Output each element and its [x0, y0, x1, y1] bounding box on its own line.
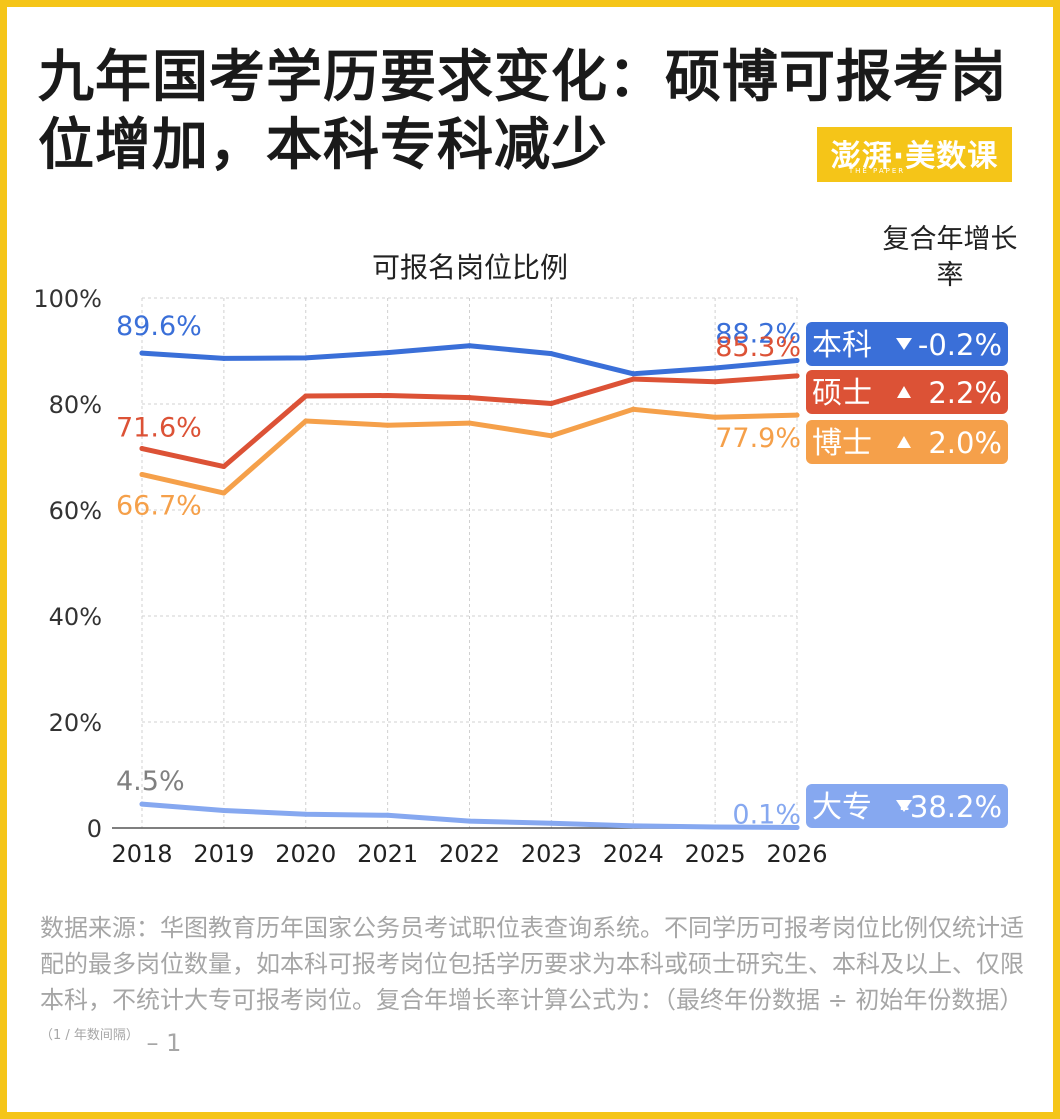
- data-point-博士: [139, 471, 145, 477]
- cagr-column-title: 复合年增长率: [882, 224, 1018, 291]
- data-point-大专: [712, 824, 718, 830]
- x-tick-label: 2021: [357, 840, 418, 868]
- cagr-badge-series-name: 大专: [812, 790, 872, 825]
- brand-logo-subtext: THE PAPER: [848, 167, 906, 175]
- data-point-大专: [139, 801, 145, 807]
- data-point-大专: [467, 818, 472, 824]
- data-point-硕士: [794, 373, 800, 379]
- y-tick-label: 0: [87, 815, 102, 843]
- data-point-硕士: [221, 464, 227, 470]
- data-point-硕士: [548, 400, 554, 406]
- data-point-博士: [221, 490, 227, 496]
- data-point-大专: [794, 824, 800, 830]
- x-tick-label: 2023: [521, 840, 582, 868]
- data-point-硕士: [385, 393, 391, 399]
- data-point-大专: [630, 823, 636, 829]
- x-tick-label: 2020: [275, 840, 336, 868]
- chart-title: 可报名岗位比例: [371, 251, 568, 284]
- data-point-大专: [221, 808, 227, 814]
- x-tick-label: 2026: [766, 840, 827, 868]
- cagr-badge-value: -0.2%: [918, 328, 1002, 362]
- data-point-硕士: [303, 393, 309, 399]
- series-end-label: 88.2%: [715, 319, 801, 350]
- page-title: 九年国考学历要求变化：硕博可报考岗位增加，本科专科减少: [38, 45, 1007, 178]
- series-start-label: 89.6%: [116, 311, 202, 342]
- y-tick-label: 40%: [49, 603, 102, 631]
- data-point-硕士: [139, 446, 145, 452]
- x-tick-label: 2019: [193, 840, 254, 868]
- series-end-label: 77.9%: [715, 423, 801, 454]
- x-tick-label: 2024: [603, 840, 664, 868]
- x-tick-label: 2018: [111, 840, 172, 868]
- footnote-text: 数据来源：华图教育历年国家公务员考试职位表查询系统。不同学历可报考岗位比例仅统计…: [40, 914, 1024, 1014]
- data-point-大专: [385, 812, 391, 818]
- data-point-博士: [712, 414, 718, 420]
- data-point-博士: [548, 433, 554, 439]
- data-point-本科: [303, 355, 309, 361]
- data-point-本科: [139, 350, 145, 356]
- brand-logo: 澎湃·美数课 THE PAPER: [817, 127, 1012, 182]
- data-point-大专: [548, 820, 554, 826]
- series-end-label: 0.1%: [732, 799, 801, 830]
- series-start-label: 4.5%: [116, 766, 185, 797]
- data-point-博士: [794, 412, 800, 418]
- data-point-硕士: [467, 395, 472, 401]
- data-point-本科: [467, 343, 472, 349]
- cagr-badge-series-name: 博士: [812, 426, 872, 461]
- cagr-badge-series-name: 本科: [812, 328, 872, 363]
- data-point-博士: [467, 420, 472, 426]
- y-tick-label: 20%: [49, 709, 102, 737]
- data-point-硕士: [712, 379, 718, 385]
- footnote-suffix: – 1: [138, 1029, 182, 1057]
- data-point-本科: [794, 358, 800, 364]
- series-start-label: 71.6%: [116, 413, 202, 444]
- data-point-本科: [385, 350, 391, 356]
- series-end-label: 85.3%: [715, 332, 801, 363]
- x-tick-label: 2025: [685, 840, 746, 868]
- data-source-footnote: 数据来源：华图教育历年国家公务员考试职位表查询系统。不同学历可报考岗位比例仅统计…: [40, 910, 1025, 1061]
- cagr-badge-value: -38.2%: [899, 790, 1002, 824]
- brand-logo-text: 澎湃·美数课: [830, 139, 999, 174]
- series-start-label: 66.7%: [116, 490, 202, 521]
- data-point-本科: [712, 365, 718, 371]
- y-tick-label: 80%: [49, 391, 102, 419]
- data-point-本科: [548, 351, 554, 357]
- x-tick-label: 2022: [439, 840, 500, 868]
- y-tick-label: 60%: [49, 497, 102, 525]
- data-point-大专: [303, 811, 309, 817]
- triangle-down-icon: [896, 338, 912, 350]
- data-point-本科: [221, 355, 227, 361]
- cagr-badge-value: 2.2%: [928, 376, 1002, 410]
- data-point-本科: [630, 371, 636, 377]
- data-point-博士: [630, 406, 636, 412]
- footnote-superscript: （1 / 年数间隔）: [40, 1028, 139, 1043]
- y-tick-label: 100%: [33, 285, 102, 313]
- data-point-博士: [385, 422, 391, 428]
- data-point-硕士: [630, 376, 636, 382]
- triangle-up-icon: [897, 436, 911, 448]
- cagr-badge-value: 2.0%: [928, 426, 1002, 460]
- triangle-down-icon: [896, 800, 912, 812]
- cagr-badge-series-name: 硕士: [812, 376, 872, 411]
- triangle-up-icon: [897, 386, 911, 398]
- data-point-博士: [303, 418, 309, 424]
